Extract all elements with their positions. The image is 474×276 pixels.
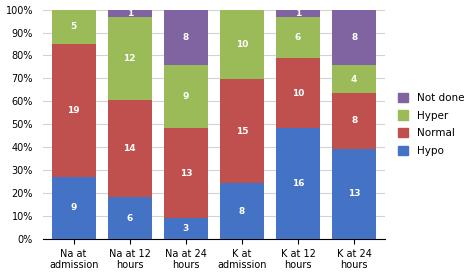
Text: 1: 1 — [295, 9, 301, 18]
Text: 4: 4 — [351, 75, 357, 84]
Legend: Not done, Hyper, Normal, Hypo: Not done, Hyper, Normal, Hypo — [393, 89, 468, 160]
Text: 1: 1 — [127, 9, 133, 18]
Text: 15: 15 — [236, 127, 248, 136]
Bar — [108, 10, 152, 17]
Bar — [164, 65, 208, 128]
Text: 12: 12 — [124, 54, 136, 63]
Text: 9: 9 — [182, 92, 189, 101]
Text: 10: 10 — [236, 40, 248, 49]
Text: 16: 16 — [292, 179, 304, 188]
Text: 8: 8 — [182, 33, 189, 42]
Text: 5: 5 — [71, 22, 77, 31]
Text: 6: 6 — [295, 33, 301, 42]
Bar — [332, 149, 376, 239]
Bar — [52, 177, 95, 239]
Text: 6: 6 — [127, 214, 133, 223]
Bar — [108, 197, 152, 239]
Text: 14: 14 — [123, 144, 136, 153]
Text: 8: 8 — [351, 116, 357, 125]
Bar — [108, 17, 152, 100]
Bar — [276, 128, 320, 239]
Bar — [108, 100, 152, 197]
Bar — [220, 79, 264, 184]
Text: 13: 13 — [180, 169, 192, 177]
Bar — [276, 17, 320, 58]
Text: 8: 8 — [239, 207, 245, 216]
Text: 3: 3 — [182, 224, 189, 233]
Bar — [52, 10, 95, 44]
Bar — [276, 10, 320, 17]
Text: 13: 13 — [348, 189, 360, 198]
Text: 19: 19 — [67, 106, 80, 115]
Bar — [52, 44, 95, 177]
Bar — [220, 10, 264, 79]
Text: 9: 9 — [71, 203, 77, 212]
Text: 8: 8 — [351, 33, 357, 42]
Bar — [164, 128, 208, 218]
Bar — [220, 184, 264, 239]
Text: 10: 10 — [292, 89, 304, 97]
Bar — [332, 93, 376, 149]
Bar — [332, 65, 376, 93]
Bar — [164, 218, 208, 239]
Bar — [276, 58, 320, 128]
Bar — [332, 10, 376, 65]
Bar — [164, 10, 208, 65]
